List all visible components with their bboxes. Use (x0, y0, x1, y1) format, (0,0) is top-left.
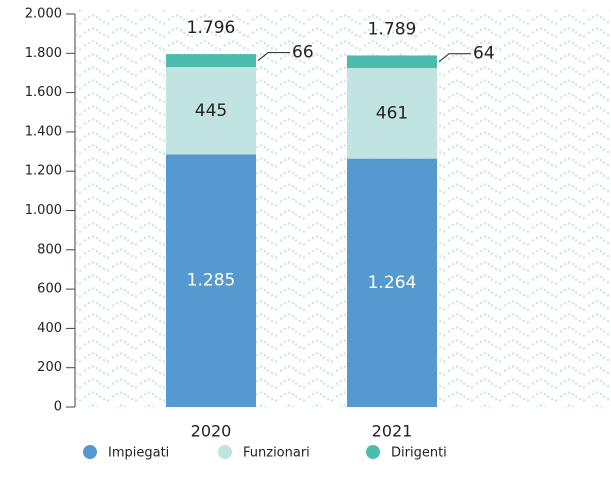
leader-line (438, 53, 471, 63)
y-tick-label: 600 (37, 282, 62, 297)
legend-marker (366, 445, 380, 459)
x-tick-label: 2020 (191, 422, 232, 441)
y-tick-label: 400 (37, 321, 62, 336)
leader-line (257, 52, 290, 61)
bar-segment (166, 54, 256, 68)
bar-segment (166, 154, 256, 407)
bar-segment (166, 67, 256, 155)
data-label: 461 (376, 103, 408, 123)
legend-marker (83, 445, 97, 459)
y-tick-label: 1.800 (25, 46, 62, 61)
data-label: 1.264 (368, 273, 417, 293)
data-label: 445 (195, 101, 227, 121)
y-tick-label: 1.400 (25, 124, 62, 139)
legend-label: Dirigenti (391, 446, 447, 461)
y-tick-label: 1.000 (25, 203, 62, 218)
legend-label: Impiegati (108, 446, 169, 461)
y-tick-label: 800 (37, 242, 62, 257)
legend-marker (218, 445, 232, 459)
x-tick-label: 2021 (372, 422, 413, 441)
y-tick-label: 0 (54, 400, 62, 415)
y-tick-label: 1.600 (25, 85, 62, 100)
bar-segment (347, 55, 437, 69)
data-label: 1.285 (187, 271, 236, 291)
total-label: 1.796 (187, 18, 236, 38)
legend-label: Funzionari (243, 446, 310, 461)
background-pattern (76, 10, 611, 407)
data-label: 66 (292, 43, 314, 63)
total-label: 1.789 (368, 19, 417, 39)
y-tick-label: 1.200 (25, 164, 62, 179)
y-tick-label: 200 (37, 360, 62, 375)
bar-segment (347, 158, 437, 407)
bar-segment (347, 68, 437, 159)
data-label: 64 (473, 44, 495, 64)
y-tick-label: 2.000 (25, 7, 62, 22)
